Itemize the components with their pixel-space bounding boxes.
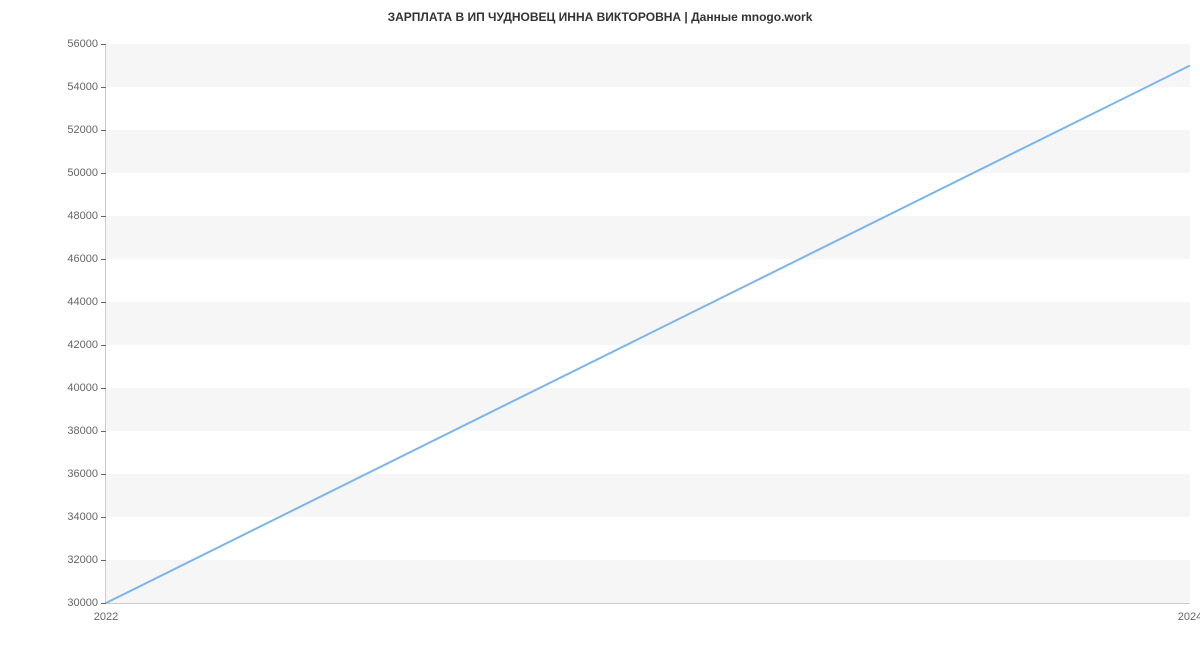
x-axis-tick: 2022 [94,603,118,623]
y-axis-tick: 40000 [67,382,106,394]
series-line [106,44,1190,603]
y-axis-tick: 46000 [67,253,106,265]
x-axis-tick: 2024 [1178,603,1200,623]
y-axis-tick: 34000 [67,511,106,523]
y-axis-tick: 32000 [67,554,106,566]
y-axis-tick: 56000 [67,38,106,50]
chart-title: ЗАРПЛАТА В ИП ЧУДНОВЕЦ ИННА ВИКТОРОВНА |… [0,10,1200,24]
y-axis-tick: 52000 [67,124,106,136]
y-axis-tick: 44000 [67,296,106,308]
y-axis-tick: 38000 [67,425,106,437]
y-axis-tick: 48000 [67,210,106,222]
salary-line-chart: ЗАРПЛАТА В ИП ЧУДНОВЕЦ ИННА ВИКТОРОВНА |… [0,0,1200,650]
y-axis-tick: 50000 [67,167,106,179]
plot-area: 3000032000340003600038000400004200044000… [105,44,1190,604]
y-axis-tick: 54000 [67,81,106,93]
y-axis-tick: 42000 [67,339,106,351]
y-axis-tick: 36000 [67,468,106,480]
